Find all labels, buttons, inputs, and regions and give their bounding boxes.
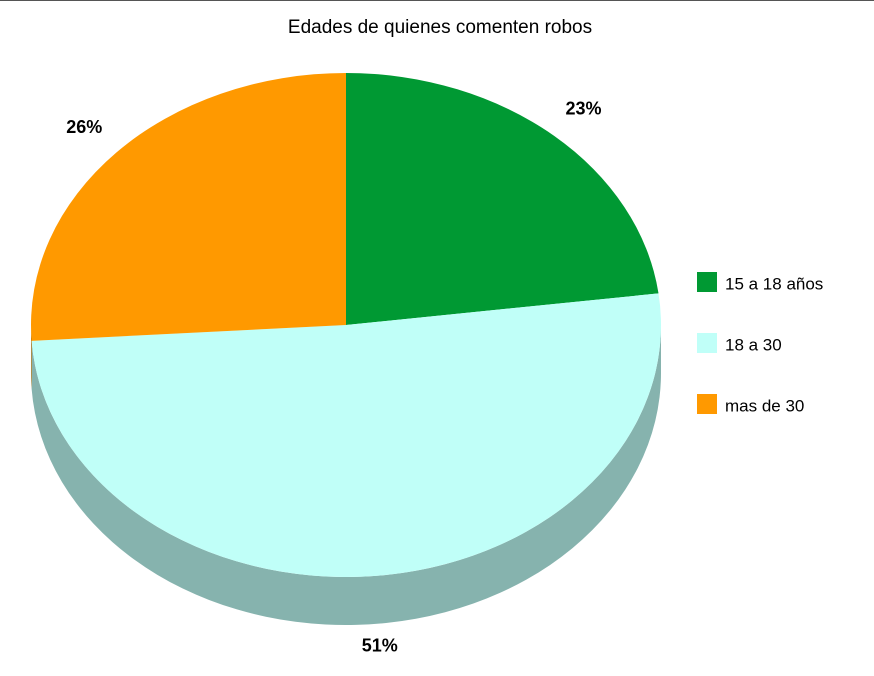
chart-title: Edades de quienes comenten robos	[288, 17, 592, 38]
legend-swatch	[697, 333, 717, 353]
slice	[31, 293, 662, 578]
slice-side	[31, 325, 32, 389]
slice	[346, 73, 659, 325]
legend-swatch	[697, 272, 717, 292]
slice	[30, 73, 346, 341]
legend-swatch	[697, 394, 717, 414]
value-label: 23%	[565, 98, 601, 118]
legend-label: mas de 30	[725, 396, 804, 415]
legend-label: 15 a 18 años	[725, 274, 823, 293]
slice-side	[31, 325, 661, 625]
value-label: 26%	[66, 117, 102, 137]
value-label: 51%	[362, 636, 398, 656]
legend-label: 18 a 30	[725, 335, 782, 354]
